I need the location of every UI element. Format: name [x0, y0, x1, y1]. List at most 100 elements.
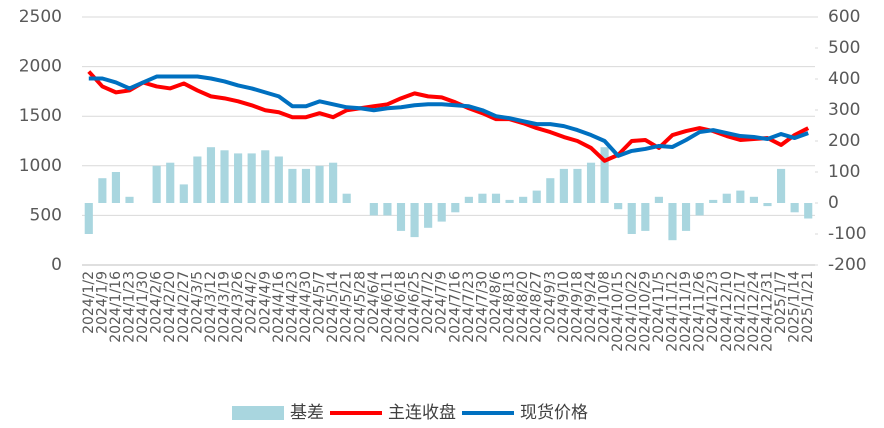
- basis-bar: [274, 156, 283, 203]
- legend-label: 现货价格: [520, 403, 588, 423]
- x-tick-label: 2024/5/21: [339, 271, 355, 343]
- x-tick-label: 2024/8/6: [488, 271, 504, 334]
- x-tick-label: 2024/1/30: [135, 271, 151, 343]
- basis-bar: [288, 168, 297, 203]
- x-tick-label: 2024/7/9: [434, 271, 450, 334]
- x-tick-label: 2024/4/9: [257, 271, 273, 334]
- basis-bar: [193, 156, 202, 203]
- x-tick-label: 2024/11/12: [664, 271, 680, 352]
- y2-tick-label: -200: [828, 255, 867, 275]
- basis-bar: [329, 162, 338, 203]
- x-tick-label: 2024/10/15: [610, 271, 626, 352]
- y-tick-label: 1000: [19, 156, 62, 176]
- basis-bar: [179, 184, 188, 203]
- basis-bar: [383, 203, 392, 216]
- x-tick-label: 2024/12/3: [705, 271, 721, 343]
- line-series: [87, 70, 810, 163]
- basis-bar: [396, 203, 406, 231]
- x-tick-label: 2024/3/12: [203, 271, 219, 343]
- y-tick-label: 2500: [19, 7, 62, 27]
- y2-tick-label: 100: [828, 162, 860, 182]
- y2-tick-label: -100: [828, 224, 867, 244]
- x-tick-label: 2024/2/27: [176, 271, 192, 343]
- x-tick-label: 2024/3/5: [189, 271, 205, 334]
- basis-bar: [152, 165, 161, 203]
- x-tick-label: 2024/3/19: [217, 271, 233, 343]
- x-tick-label: 2024/9/10: [556, 271, 572, 343]
- y2-tick-label: 300: [828, 100, 860, 120]
- basis-bar: [804, 203, 813, 219]
- basis-bar: [437, 203, 446, 222]
- y2-tick-label: 0: [828, 193, 839, 213]
- x-tick-label: 2024/6/11: [379, 271, 395, 343]
- basis-bar: [532, 190, 541, 203]
- x-tick-label: 2024/1/23: [122, 271, 138, 343]
- basis-bar: [111, 172, 121, 203]
- x-tick-label: 2024/4/23: [284, 271, 300, 343]
- basis-bar: [722, 193, 731, 203]
- basis-bar: [478, 193, 487, 203]
- basis-bar: [98, 178, 107, 203]
- x-tick-label: 2024/7/2: [420, 271, 436, 334]
- x-tick-label: 2024/9/3: [542, 271, 558, 334]
- x-tick-label: 2024/6/18: [393, 271, 409, 343]
- basis-bar: [736, 190, 745, 203]
- basis-bar: [749, 196, 758, 203]
- x-tick-label: 2024/11/5: [651, 271, 667, 343]
- basis-bar: [776, 168, 786, 203]
- y2-tick-label: 500: [828, 38, 860, 58]
- y2-tick-label: 200: [828, 131, 860, 151]
- basis-bar: [234, 153, 243, 203]
- x-tick-label: 2024/10/29: [637, 271, 653, 352]
- basis-bar: [505, 199, 514, 203]
- legend-label: 基差: [290, 403, 324, 423]
- x-tick-label: 2024/5/14: [325, 271, 341, 343]
- x-tick-label: 2024/11/26: [692, 271, 708, 352]
- y2-tick-label: 400: [828, 69, 860, 89]
- basis-bar: [709, 199, 718, 203]
- x-tick-label: 2024/5/28: [352, 271, 368, 343]
- x-tick-label: 2024/6/4: [366, 271, 382, 334]
- basis-bar: [763, 203, 772, 207]
- legend-label: 主连收盘: [388, 403, 456, 423]
- x-tick-label: 2024/2/20: [162, 271, 178, 343]
- x-tick-label: 2024/1/2: [81, 271, 97, 334]
- basis-bar: [695, 203, 704, 216]
- basis-bar: [586, 162, 596, 203]
- basis-bar: [546, 178, 555, 203]
- x-tick-label: 2025/1/7: [773, 271, 789, 334]
- basis-bar: [247, 153, 256, 203]
- basis-bar: [464, 196, 473, 203]
- basis-bar: [559, 168, 568, 203]
- basis-bar: [261, 150, 270, 203]
- x-tick-label: 2024/10/8: [597, 271, 613, 343]
- basis-bar: [206, 147, 216, 203]
- y-tick-label: 1500: [19, 106, 62, 126]
- basis-bar: [301, 168, 311, 203]
- basis-bar: [491, 193, 501, 203]
- basis-bar: [627, 203, 636, 234]
- basis-bar: [342, 193, 351, 203]
- basis-bar: [410, 203, 419, 238]
- x-tick-label: 2024/7/30: [474, 271, 490, 343]
- y-tick-label: 0: [51, 255, 62, 275]
- basis-bar: [614, 203, 623, 210]
- x-tick-label: 2024/7/23: [461, 271, 477, 343]
- x-tick-label: 2024/12/17: [732, 271, 748, 352]
- basis-bar: [369, 203, 378, 216]
- x-tick-label: 2024/11/19: [678, 271, 694, 352]
- x-tick-label: 2024/4/30: [298, 271, 314, 343]
- basis-bar: [84, 203, 93, 234]
- x-tick-label: 2024/10/22: [624, 271, 640, 352]
- x-tick-label: 2024/8/20: [515, 271, 531, 343]
- y-tick-label: 2000: [19, 57, 62, 77]
- line-series: [88, 74, 809, 158]
- x-tick-label: 2024/6/25: [407, 271, 423, 343]
- basis-bar: [451, 203, 460, 213]
- basis-bar: [790, 203, 799, 213]
- x-tick-label: 2024/5/7: [312, 271, 328, 334]
- basis-bar: [641, 203, 650, 231]
- x-tick-label: 2024/12/24: [746, 271, 762, 352]
- x-tick-label: 2024/1/9: [94, 271, 110, 334]
